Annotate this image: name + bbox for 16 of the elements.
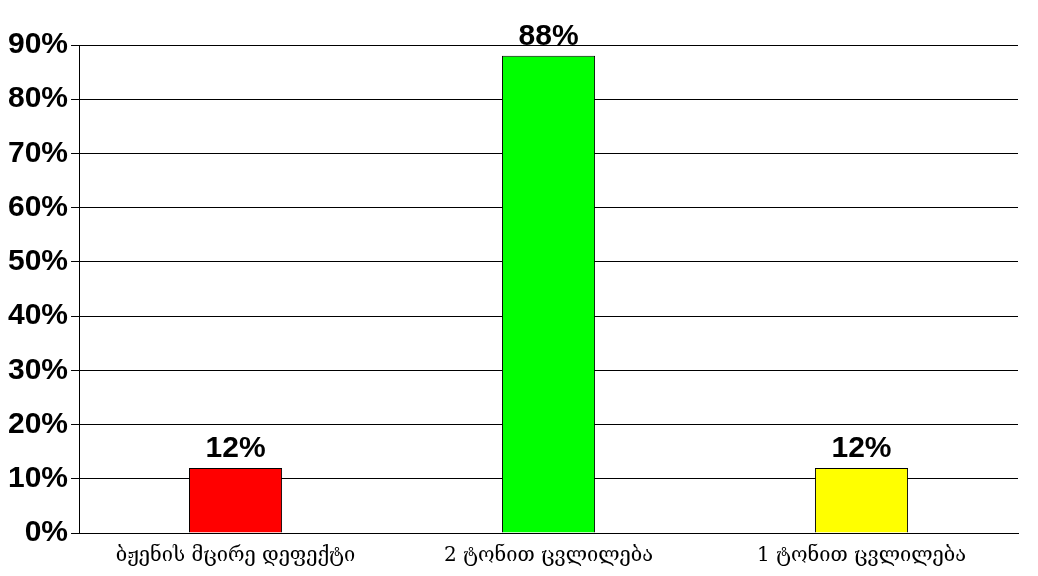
x-tick-label: 1 ტონით ცვლილება bbox=[757, 542, 966, 567]
y-tick-label: 10% bbox=[8, 460, 69, 494]
y-tick-label: 80% bbox=[8, 80, 69, 114]
y-tick-label: 70% bbox=[8, 134, 69, 168]
y-tick-label: 90% bbox=[8, 26, 69, 60]
y-tick-label: 60% bbox=[8, 188, 69, 222]
data-label: 12% bbox=[205, 430, 266, 464]
x-tick-label: ბჟენის მცირე დეფექტი bbox=[115, 542, 356, 567]
y-tick-label: 0% bbox=[24, 514, 69, 548]
x-tick-label: 2 ტონით ცვლილება bbox=[444, 542, 654, 567]
y-tick-label: 30% bbox=[8, 351, 69, 385]
y-tick-label: 40% bbox=[8, 297, 69, 331]
y-tick-label: 20% bbox=[8, 405, 69, 439]
data-label: 88% bbox=[518, 18, 579, 52]
data-label: 12% bbox=[831, 430, 892, 464]
y-tick-label: 50% bbox=[8, 243, 69, 277]
